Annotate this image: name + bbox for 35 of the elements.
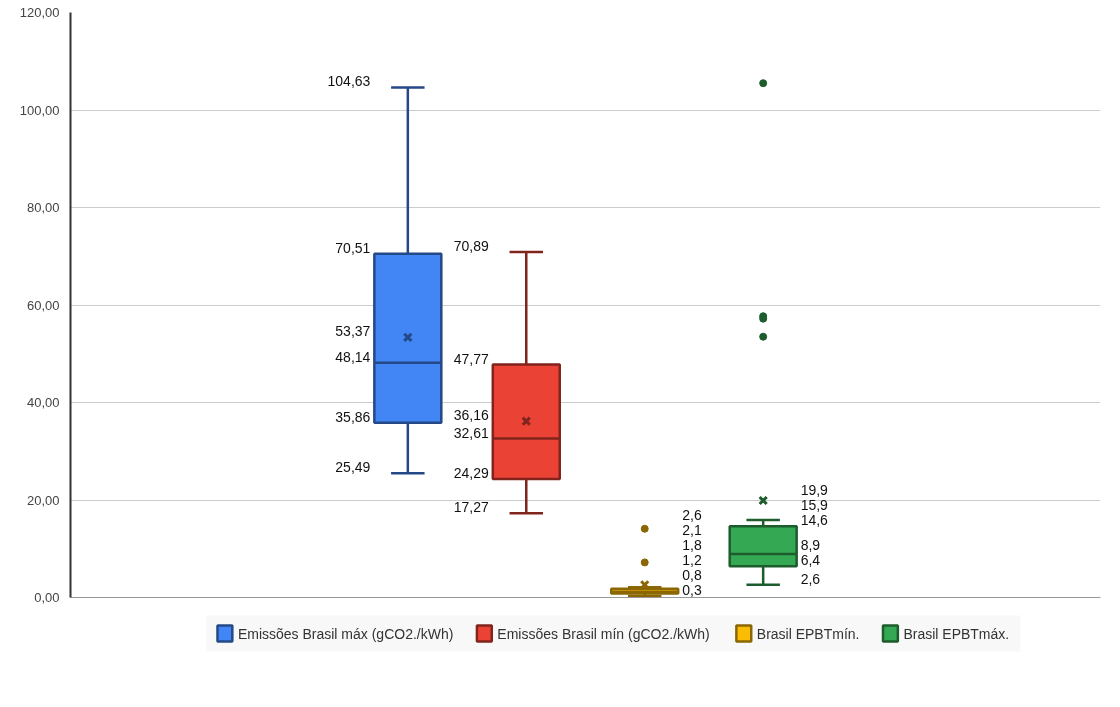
annotation: 48,14 <box>335 348 371 365</box>
legend-label: Brasil EPBTmín. <box>756 625 860 642</box>
y-tick-label: 60,00 <box>26 297 60 313</box>
legend-label: Emissões Brasil mín (gCO2./kWh) <box>497 625 710 642</box>
annotation: 32,61 <box>453 424 490 441</box>
annotation: 15,9 <box>800 497 829 514</box>
annotation: 70,51 <box>335 239 371 256</box>
annotation: 17,27 <box>453 499 490 516</box>
annotation: 47,77 <box>453 350 490 367</box>
annotation: 25,49 <box>335 459 371 476</box>
annotation: 0,8 <box>682 567 702 584</box>
y-tick-label: 40,00 <box>26 395 60 410</box>
annotation: 1,8 <box>682 537 702 554</box>
annotation: 8,9 <box>800 537 821 554</box>
y-tick-label: 100,00 <box>19 102 60 118</box>
annotation: 14,6 <box>800 512 829 529</box>
annotation: 36,16 <box>453 407 490 424</box>
annotation: 53,37 <box>335 323 371 340</box>
legend-label: Brasil EPBTmáx. <box>903 625 1010 642</box>
annotation: 6,4 <box>800 552 821 569</box>
annotation: 24,29 <box>453 465 490 482</box>
annotation: 2,6 <box>800 570 821 587</box>
y-tick-label: 20,00 <box>26 492 60 508</box>
annotation: 1,2 <box>682 552 702 569</box>
y-tick-label: 120,00 <box>19 5 60 20</box>
annotation: 104,63 <box>327 73 371 90</box>
annotation: 19,9 <box>800 482 829 499</box>
legend-label: Emissões Brasil máx (gCO2./kWh) <box>237 625 454 642</box>
annotation: 0,3 <box>682 582 702 599</box>
annotation: 2,1 <box>682 522 702 539</box>
y-tick-label: 80,00 <box>26 200 60 215</box>
annotation: 70,89 <box>453 237 490 254</box>
y-tick-label: 0,00 <box>34 590 60 605</box>
annotation: 35,86 <box>335 408 371 425</box>
annotation: 2,6 <box>682 507 702 524</box>
